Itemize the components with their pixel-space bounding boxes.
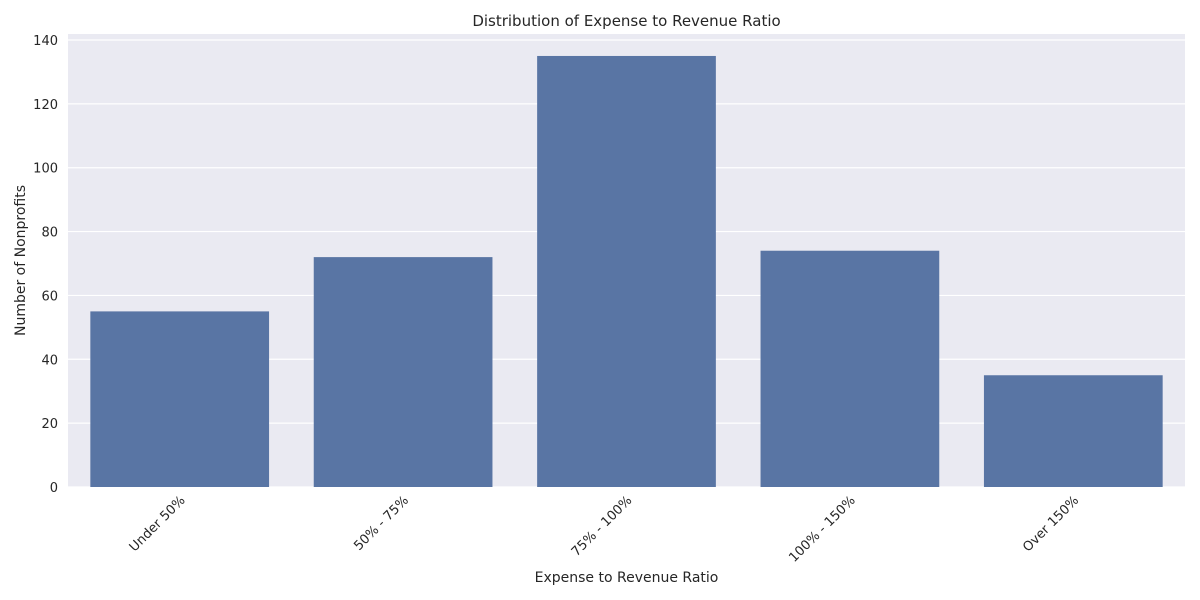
bar-2: [537, 55, 716, 487]
bars: [90, 55, 1163, 487]
bar-1: [313, 257, 493, 487]
x-tick-label: 100% - 150%: [786, 493, 858, 565]
bar-3: [760, 250, 940, 487]
x-tick-label: 75% - 100%: [569, 493, 635, 559]
chart-title: Distribution of Expense to Revenue Ratio: [472, 12, 780, 30]
x-tick-label: Over 150%: [1020, 493, 1082, 555]
x-axis-label: Expense to Revenue Ratio: [535, 570, 719, 586]
y-tick-label: 100: [33, 162, 58, 177]
y-axis-label: Number of Nonprofits: [13, 185, 29, 336]
y-tick-label: 60: [41, 289, 58, 304]
bar-4: [983, 375, 1163, 487]
y-tick-label: 0: [50, 481, 58, 496]
y-tick-label: 80: [41, 226, 58, 241]
y-tick-label: 120: [33, 98, 58, 113]
y-axis-ticks: 0 20 40 60 80 100 120 140: [33, 34, 58, 496]
x-axis-ticks: Under 50% 50% - 75% 75% - 100% 100% - 150% O…: [127, 493, 1082, 565]
bar-0: [90, 311, 270, 487]
x-tick-label: Under 50%: [127, 493, 189, 555]
y-tick-label: 140: [33, 34, 58, 49]
x-tick-label: 50% - 75%: [351, 493, 412, 554]
y-tick-label: 40: [41, 353, 58, 368]
y-tick-label: 20: [41, 417, 58, 432]
